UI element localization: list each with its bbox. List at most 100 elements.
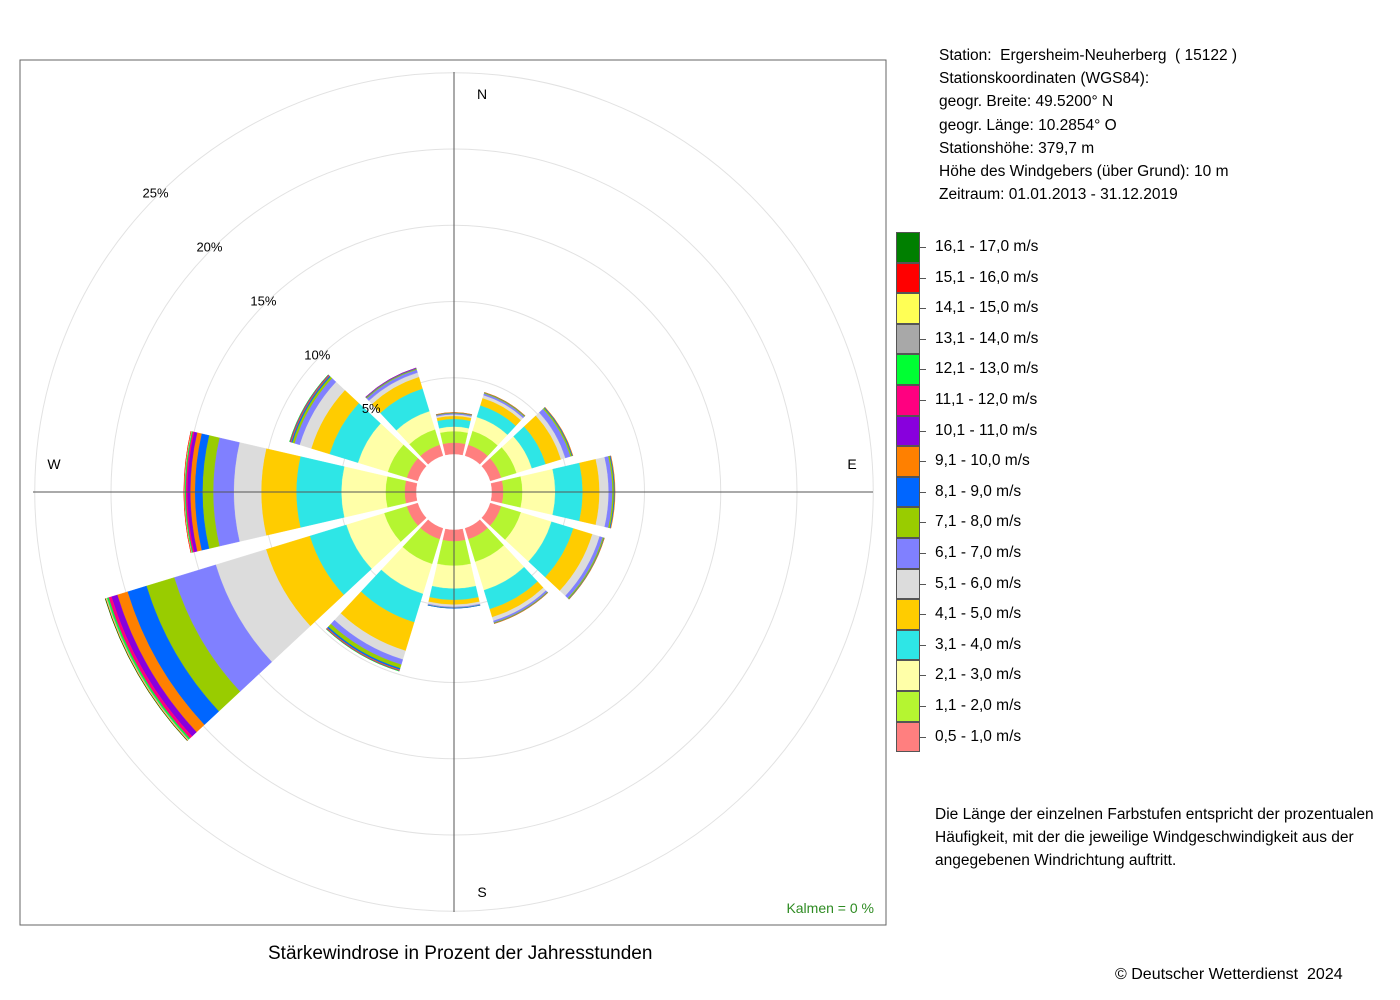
radial-tick-label-20: 20% xyxy=(196,239,222,254)
legend-swatch xyxy=(896,262,920,294)
legend-tick xyxy=(920,553,926,554)
legend-label: 13,1 - 14,0 m/s xyxy=(935,329,1039,347)
legend-label: 15,1 - 16,0 m/s xyxy=(935,268,1039,286)
radial-tick-label-15: 15% xyxy=(250,293,276,308)
sector-210-class-13 xyxy=(325,628,400,672)
legend-label: 8,1 - 9,0 m/s xyxy=(935,482,1022,500)
station-info: Station: Ergersheim-Neuherberg ( 15122 )… xyxy=(939,44,1237,206)
legend-label: 4,1 - 5,0 m/s xyxy=(935,605,1022,623)
compass-label-N: N xyxy=(477,86,487,102)
legend-tick xyxy=(920,338,926,340)
radial-tick-labels: 5% 10% 15% 20% 25% xyxy=(143,186,382,417)
copyright: © Deutscher Wetterdienst 2024 xyxy=(1115,966,1343,983)
legend-item: 11,1 - 12,0 m/s xyxy=(896,385,1096,416)
legend-item: 10,1 - 11,0 m/s xyxy=(896,415,1096,447)
legend-tick xyxy=(920,369,926,371)
legend-label: 9,1 - 10,0 m/s xyxy=(935,452,1030,470)
compass-label-W: W xyxy=(47,456,61,472)
sector-150-class-10 xyxy=(493,592,549,624)
legend-item: 3,1 - 4,0 m/s xyxy=(896,629,1096,661)
legend-tick xyxy=(920,491,926,493)
legend-label: 5,1 - 6,0 m/s xyxy=(935,574,1022,592)
legend-swatch xyxy=(896,293,920,324)
sector-120-class-10 xyxy=(568,537,605,600)
legend-swatch xyxy=(896,538,920,569)
legend-item: 8,1 - 9,0 m/s xyxy=(896,476,1096,508)
legend-label: 11,1 - 12,0 m/s xyxy=(935,391,1038,408)
legend-item: 14,1 - 15,0 m/s xyxy=(896,293,1096,324)
radial-tick-label-25: 25% xyxy=(143,186,169,201)
legend-swatch xyxy=(896,507,920,538)
legend-label: 10,1 - 11,0 m/s xyxy=(935,421,1038,439)
sector-N-class-10 xyxy=(435,412,473,415)
legend-swatch xyxy=(896,446,920,477)
legend-tick xyxy=(920,461,926,463)
radial-tick-label-5: 5% xyxy=(362,401,381,416)
legend-label: 2,1 - 3,0 m/s xyxy=(935,666,1022,684)
sector-60-class-10 xyxy=(544,406,574,456)
legend-item: 16,1 - 17,0 m/s xyxy=(896,232,1096,263)
legend-swatch xyxy=(896,354,920,385)
wind-sectors xyxy=(104,367,616,742)
legend-label: 14,1 - 15,0 m/s xyxy=(935,299,1039,317)
compass-label-S: S xyxy=(477,884,486,900)
explanation-note: Die Länge der einzelnen Farbstufen entsp… xyxy=(935,806,1374,870)
legend-item: 2,1 - 3,0 m/s xyxy=(896,660,1096,691)
legend-tick xyxy=(920,614,926,616)
legend-label: 3,1 - 4,0 m/s xyxy=(935,635,1022,653)
station-elevation: Stationshöhe: 379,7 m xyxy=(939,139,1095,157)
legend-item: 1,1 - 2,0 m/s xyxy=(896,691,1096,722)
legend-item: 0,5 - 1,0 m/s xyxy=(896,721,1096,753)
legend-swatch xyxy=(896,568,920,600)
legend-label: 0,5 - 1,0 m/s xyxy=(935,727,1022,745)
legend-tick xyxy=(920,277,926,279)
sector-30-class-10 xyxy=(484,391,526,417)
sector-W-class-16 xyxy=(183,431,192,553)
legend-tick xyxy=(920,522,926,524)
legend-tick xyxy=(920,706,926,707)
legend-swatch xyxy=(896,232,920,263)
sector-330-class-11 xyxy=(365,367,417,398)
sector-240-class-17 xyxy=(104,598,188,742)
legend-label: 7,1 - 8,0 m/s xyxy=(935,513,1022,531)
station-coordinates-heading: Stationskoordinaten (WGS84): xyxy=(939,70,1150,88)
legend-swatch xyxy=(896,629,920,661)
radial-tick-label-10: 10% xyxy=(304,347,330,362)
station-longitude: geogr. Länge: 10.2854° O xyxy=(939,116,1117,134)
legend-swatch xyxy=(896,476,920,508)
legend-item: 6,1 - 7,0 m/s xyxy=(896,538,1096,569)
sector-E-class-10 xyxy=(610,455,616,529)
legend-swatch xyxy=(896,385,920,416)
legend-label: 16,1 - 17,0 m/s xyxy=(935,238,1039,255)
legend-swatch xyxy=(896,660,920,691)
legend-tick xyxy=(920,583,926,585)
station-latitude: geogr. Breite: 49.5200° N xyxy=(939,93,1114,111)
time-period: Zeitraum: 01.01.2013 - 31.12.2019 xyxy=(939,186,1178,204)
compass-label-E: E xyxy=(847,456,856,472)
sector-300-class-13 xyxy=(289,374,329,442)
legend-item: 4,1 - 5,0 m/s xyxy=(896,599,1096,630)
legend-label: 6,1 - 7,0 m/s xyxy=(935,544,1022,561)
legend-item: 15,1 - 16,0 m/s xyxy=(896,262,1096,294)
legend-tick xyxy=(920,430,926,432)
legend-label: 1,1 - 2,0 m/s xyxy=(935,697,1022,714)
sector-S-class-9 xyxy=(427,605,481,609)
legend-item: 5,1 - 6,0 m/s xyxy=(896,568,1096,600)
legend-tick xyxy=(920,400,926,401)
legend-swatch xyxy=(896,323,920,355)
legend-swatch xyxy=(896,599,920,630)
legend-tick xyxy=(920,675,926,677)
legend-swatch xyxy=(896,721,920,753)
legend-item: 13,1 - 14,0 m/s xyxy=(896,323,1096,355)
plot-frame xyxy=(19,59,887,926)
legend-item: 7,1 - 8,0 m/s xyxy=(896,507,1096,538)
compass-axes: N E S W xyxy=(33,72,873,912)
station-name: Station: Ergersheim-Neuherberg ( 15122 ) xyxy=(939,47,1238,64)
legend-tick xyxy=(920,736,926,738)
legend-item: 9,1 - 10,0 m/s xyxy=(896,446,1096,477)
legend-label: 12,1 - 13,0 m/s xyxy=(935,360,1039,378)
legend-swatch xyxy=(896,415,920,447)
anemometer-height: Höhe des Windgebers (über Grund): 10 m xyxy=(939,163,1229,181)
calm-label: Kalmen = 0 % xyxy=(786,900,874,916)
